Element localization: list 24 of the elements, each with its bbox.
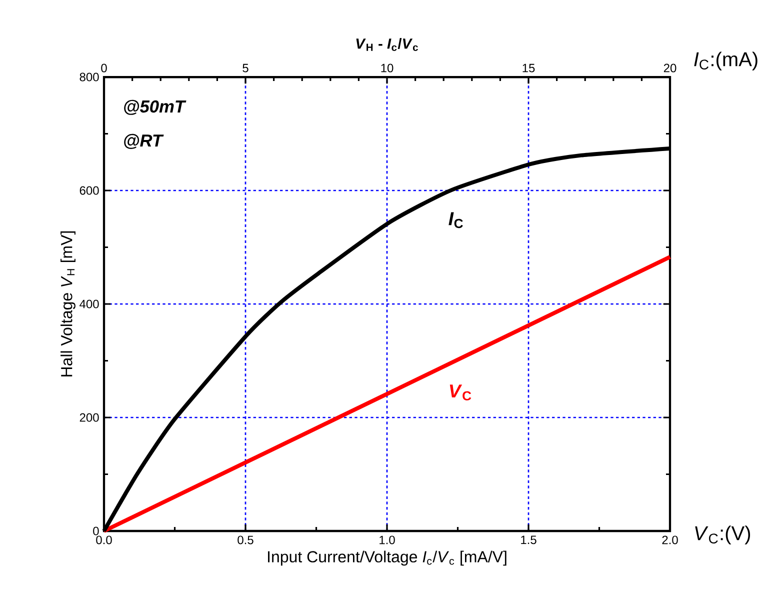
- x2-tick-label: 10: [381, 64, 394, 72]
- annotation: @RT: [124, 134, 164, 149]
- chart-title: V$_{H}$ - I$_{c}$/V$_{c}$: [356, 38, 418, 51]
- x-tick-label: 2.0: [662, 536, 678, 544]
- y-tick-label: 200: [80, 413, 99, 422]
- annotation: @50mT: [124, 100, 186, 115]
- x-tick-label: 1.5: [521, 536, 536, 544]
- x2-tick-label: 15: [522, 64, 535, 72]
- x2-axis-title: I$_{C}$:(mA): [694, 52, 758, 70]
- series-label: V$_{C}$: [450, 384, 472, 400]
- y-tick-label: 800: [80, 72, 99, 82]
- x-axis-title: Input Current/Voltage I$_{c}$/V$_{c}$ [mA/V]: [268, 550, 506, 566]
- x2-tick-label: 5: [242, 64, 248, 72]
- y-tick-label: 0: [93, 526, 99, 536]
- x2-tick-label: 20: [664, 64, 676, 72]
- x-tick-label: 1.0: [380, 536, 395, 544]
- x-tick-label: 0.5: [238, 536, 254, 544]
- y-tick-label: 400: [80, 300, 99, 308]
- y-axis-title: Hall Voltage V$_{H}$ [mV]: [60, 231, 76, 376]
- x2-tick-label: 0: [101, 64, 107, 72]
- x-tick-label: 0.0: [96, 536, 112, 544]
- text: V$_{C}$:(V): [695, 526, 750, 544]
- y-tick-label: 600: [80, 186, 99, 195]
- series-label: I$_{C}$: [448, 212, 463, 228]
